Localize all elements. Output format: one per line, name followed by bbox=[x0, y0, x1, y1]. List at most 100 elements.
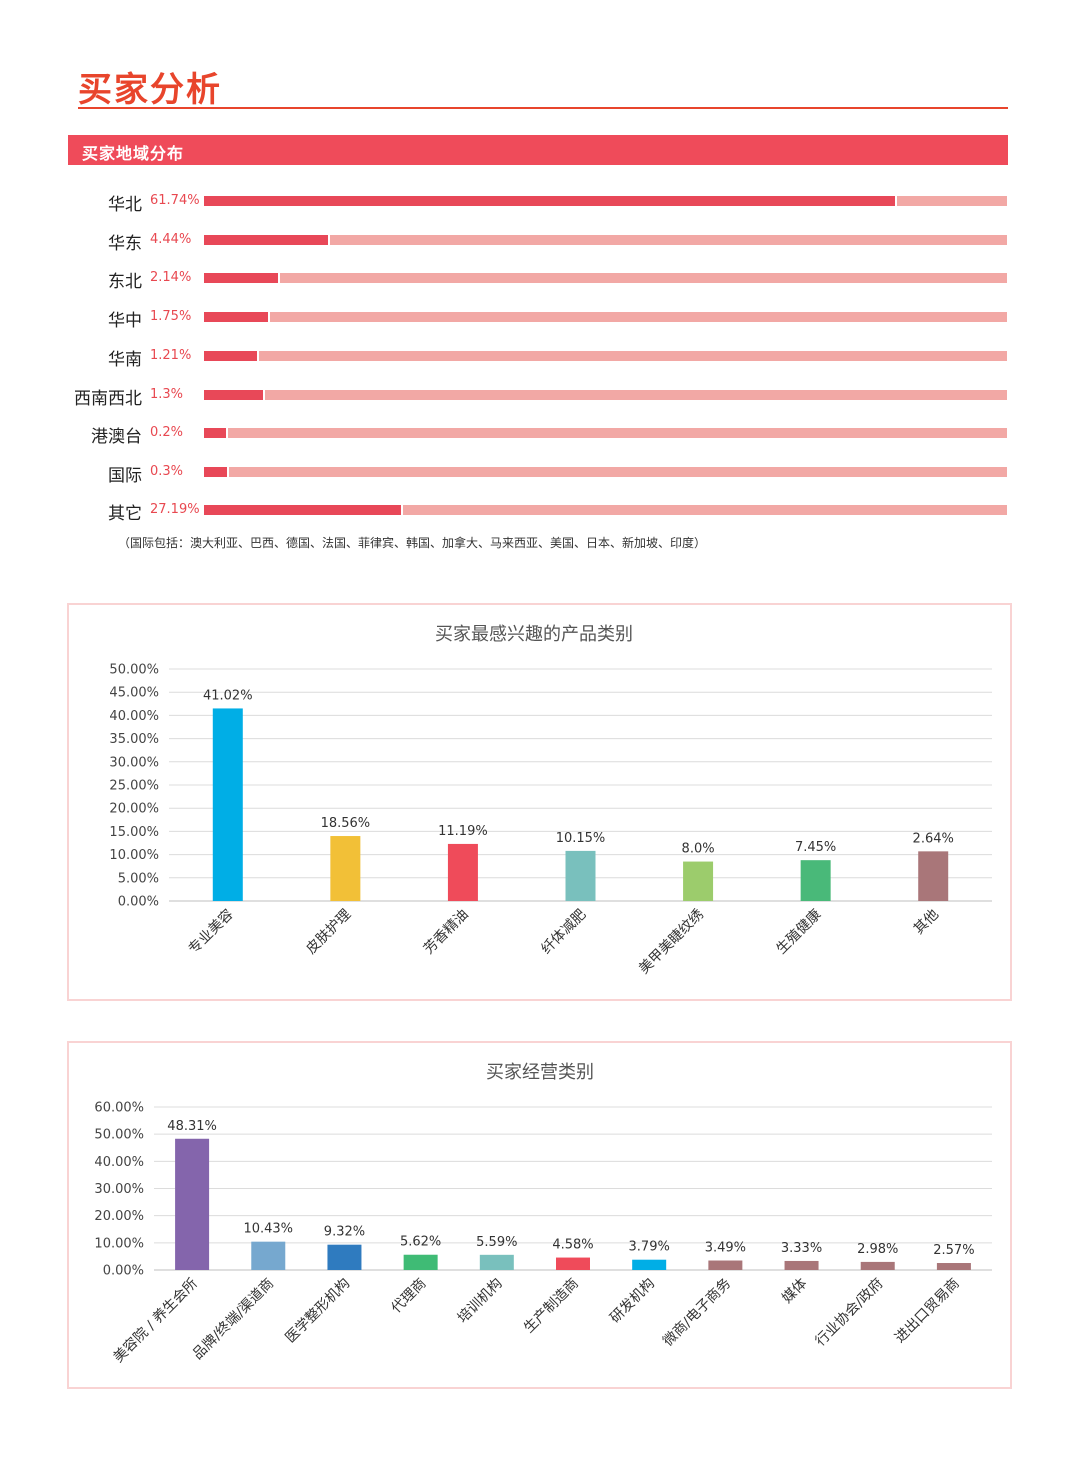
bar bbox=[784, 1260, 819, 1270]
region-percent: 1.3% bbox=[150, 387, 184, 402]
y-tick-label: 0.00% bbox=[118, 895, 159, 910]
y-tick-label: 35.00% bbox=[109, 732, 159, 747]
y-tick-label: 50.00% bbox=[94, 1128, 144, 1143]
region-bar-track bbox=[204, 390, 1007, 400]
y-tick-label: 25.00% bbox=[109, 779, 159, 794]
region-bar-fill bbox=[204, 312, 271, 322]
data-label: 7.45% bbox=[795, 840, 836, 855]
region-row: 华中 1.75% bbox=[0, 306, 1080, 331]
bar bbox=[565, 850, 596, 901]
region-bar-track bbox=[204, 505, 1007, 515]
region-name: 西南西北 bbox=[74, 389, 142, 409]
data-label: 2.57% bbox=[933, 1243, 974, 1258]
region-name: 东北 bbox=[108, 272, 142, 292]
y-tick-label: 20.00% bbox=[109, 802, 159, 817]
x-tick-label: 微商/电子商务 bbox=[660, 1276, 734, 1350]
region-bar-track bbox=[204, 196, 1007, 206]
region-row: 东北 2.14% bbox=[0, 267, 1080, 292]
region-bar-fill bbox=[204, 428, 228, 438]
x-tick-label: 研发机构 bbox=[607, 1276, 658, 1327]
region-row: 华北 61.74% bbox=[0, 190, 1080, 215]
bar bbox=[212, 708, 243, 901]
region-bar-track bbox=[204, 235, 1007, 245]
region-footnote: （国际包括：澳大利亚、巴西、德国、法国、菲律宾、韩国、加拿大、马来西亚、美国、日… bbox=[118, 536, 707, 550]
region-bar-track bbox=[204, 312, 1007, 322]
region-name: 华北 bbox=[108, 195, 142, 215]
region-row: 西南西北 1.3% bbox=[0, 384, 1080, 409]
x-tick-label: 医学整形机构 bbox=[283, 1276, 354, 1347]
region-bar-track bbox=[204, 273, 1007, 283]
y-tick-label: 40.00% bbox=[109, 709, 159, 724]
x-tick-label: 芳香精油 bbox=[420, 906, 472, 958]
chart-title: 买家最感兴趣的产品类别 bbox=[435, 624, 633, 645]
bar bbox=[800, 860, 831, 901]
x-tick-label: 其他 bbox=[911, 907, 942, 938]
region-bar-fill bbox=[204, 505, 403, 515]
region-name: 华东 bbox=[108, 234, 142, 254]
data-label: 3.79% bbox=[629, 1240, 670, 1255]
x-tick-label: 行业协会/政府 bbox=[813, 1276, 887, 1350]
region-bar-fill bbox=[204, 467, 230, 477]
region-name: 国际 bbox=[108, 466, 142, 486]
region-bar-fill bbox=[204, 196, 897, 206]
interest-bar-chart: 买家最感兴趣的产品类别 0.00% 5.00% 10.00% 15.00% 20.00% 2… bbox=[109, 624, 992, 977]
section-banner-label: 买家地域分布 bbox=[82, 144, 185, 163]
data-label: 48.31% bbox=[167, 1119, 217, 1134]
x-tick-label: 生殖健康 bbox=[773, 906, 825, 958]
data-label: 2.64% bbox=[913, 831, 954, 846]
region-percent: 1.75% bbox=[150, 309, 192, 324]
region-name: 华中 bbox=[108, 311, 142, 331]
region-bar-fill bbox=[204, 235, 331, 245]
region-percent: 4.44% bbox=[150, 232, 192, 247]
bar bbox=[479, 1254, 514, 1270]
data-label: 9.32% bbox=[324, 1225, 365, 1240]
bar bbox=[683, 861, 714, 901]
y-tick-label: 30.00% bbox=[94, 1182, 144, 1197]
x-tick-label: 生产制造商 bbox=[521, 1276, 582, 1337]
y-tick-label: 30.00% bbox=[109, 755, 159, 770]
bar bbox=[918, 851, 949, 901]
bar bbox=[175, 1138, 210, 1270]
y-tick-label: 0.00% bbox=[103, 1264, 144, 1279]
y-tick-label: 20.00% bbox=[94, 1209, 144, 1224]
region-row: 港澳台 0.2% bbox=[0, 422, 1080, 447]
bar bbox=[860, 1261, 895, 1270]
region-row: 国际 0.3% bbox=[0, 461, 1080, 486]
y-tick-label: 40.00% bbox=[94, 1155, 144, 1170]
x-tick-label: 专业美容 bbox=[185, 906, 237, 958]
business-bar-chart: 买家经营类别 0.00% 10.00% 20.00% 30.00% 40.00% 50.00… bbox=[94, 1062, 992, 1366]
region-row: 华南 1.21% bbox=[0, 345, 1080, 370]
y-tick-label: 5.00% bbox=[118, 871, 159, 886]
region-bar-fill bbox=[204, 390, 265, 400]
x-tick-label: 纤体减肥 bbox=[538, 907, 589, 958]
region-bar-track bbox=[204, 428, 1007, 438]
bar bbox=[556, 1257, 590, 1270]
page-title: 买家分析 bbox=[78, 70, 222, 110]
y-tick-label: 50.00% bbox=[109, 663, 159, 678]
chart-title: 买家经营类别 bbox=[486, 1062, 594, 1083]
x-tick-label: 进出口贸易商 bbox=[892, 1276, 963, 1347]
region-bar-fill bbox=[204, 351, 259, 361]
bar bbox=[330, 836, 361, 901]
region-percent: 0.2% bbox=[150, 425, 184, 440]
region-percent: 2.14% bbox=[150, 270, 192, 285]
x-tick-label: 培训机构 bbox=[455, 1276, 506, 1327]
data-label: 8.0% bbox=[682, 842, 715, 857]
region-name: 其它 bbox=[108, 504, 142, 524]
data-label: 10.15% bbox=[556, 831, 606, 846]
data-label: 3.33% bbox=[781, 1241, 822, 1256]
data-label: 2.98% bbox=[857, 1242, 898, 1257]
data-label: 4.58% bbox=[552, 1238, 593, 1253]
region-name: 港澳台 bbox=[91, 427, 142, 447]
data-label: 10.43% bbox=[243, 1222, 293, 1237]
bar bbox=[251, 1241, 286, 1270]
bar bbox=[447, 843, 478, 901]
y-tick-label: 10.00% bbox=[94, 1236, 144, 1251]
bar bbox=[632, 1259, 667, 1270]
data-label: 5.59% bbox=[476, 1235, 517, 1250]
interest-chart-panel: 买家最感兴趣的产品类别 0.00% 5.00% 10.00% 15.00% 20.00% 2… bbox=[67, 603, 1012, 1001]
x-tick-label: 美容院 / 养生会所 bbox=[110, 1275, 201, 1366]
y-tick-label: 45.00% bbox=[109, 686, 159, 701]
region-percent: 0.3% bbox=[150, 464, 184, 479]
data-label: 18.56% bbox=[321, 816, 371, 831]
